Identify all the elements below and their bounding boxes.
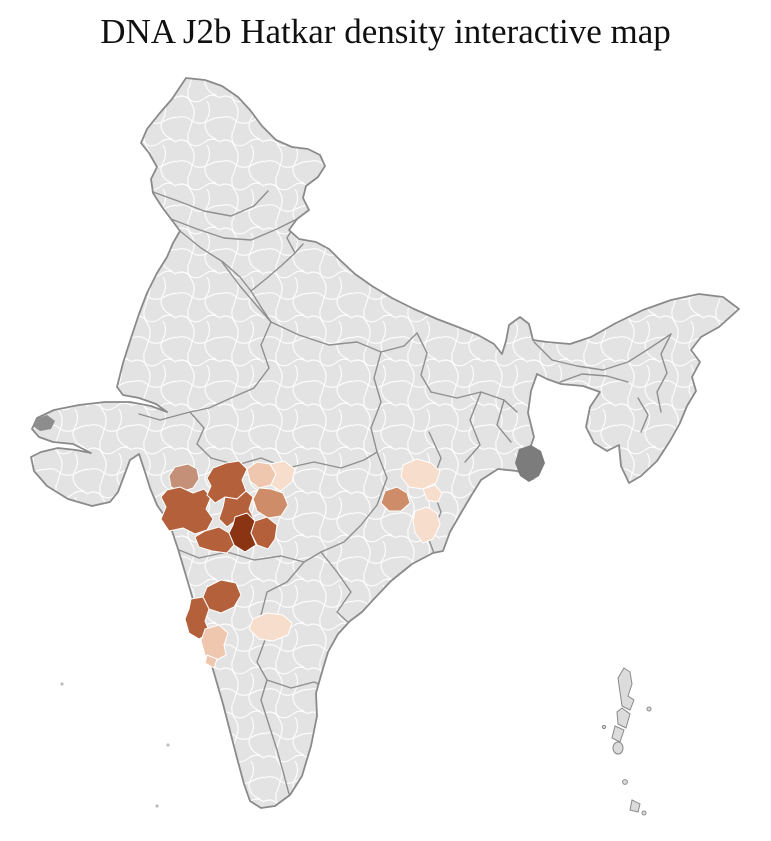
district-borders-mesh — [31, 78, 739, 808]
density-layer[interactable] — [160, 458, 443, 669]
density-district-lowest[interactable] — [412, 506, 441, 544]
page-title: DNA J2b Hatkar density interactive map — [100, 12, 671, 51]
sundarbans-delta-patch — [515, 445, 545, 482]
state-borders — [138, 190, 672, 795]
density-district-medium[interactable] — [252, 487, 289, 519]
density-district-lowest[interactable] — [400, 458, 441, 490]
density-district-highest[interactable] — [228, 512, 257, 553]
density-district-lowest[interactable] — [269, 460, 296, 492]
density-district-low[interactable] — [204, 654, 218, 669]
density-district-high[interactable] — [250, 516, 278, 550]
density-district-medium[interactable] — [380, 486, 411, 512]
density-district-high[interactable] — [160, 486, 214, 535]
density-district-medium_muted[interactable] — [168, 463, 200, 493]
andaman-nicobar-islands[interactable] — [601, 667, 652, 816]
lakshadweep-islands[interactable] — [60, 682, 170, 808]
density-district-lowest[interactable] — [248, 612, 293, 642]
density-district-low[interactable] — [200, 624, 229, 662]
kutch-marsh-patch — [33, 415, 55, 431]
dark-terrain-patches — [33, 415, 545, 482]
density-district-lowest[interactable] — [422, 484, 443, 503]
density-district-high[interactable] — [194, 526, 235, 554]
